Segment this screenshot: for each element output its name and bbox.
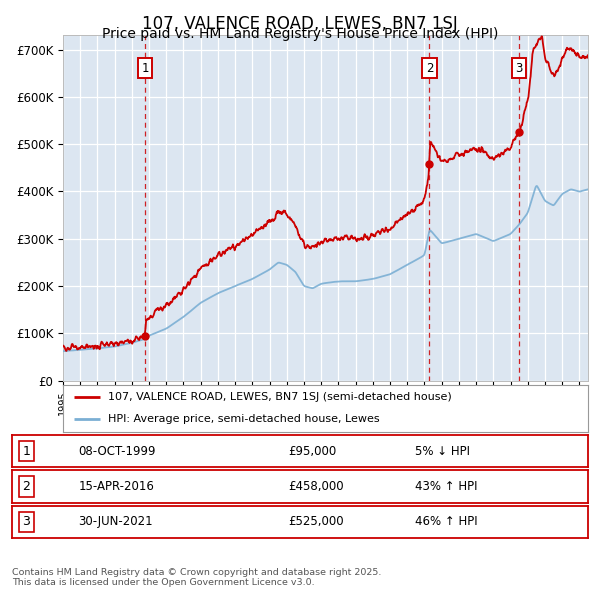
Text: 107, VALENCE ROAD, LEWES, BN7 1SJ: 107, VALENCE ROAD, LEWES, BN7 1SJ [142, 15, 458, 33]
Text: 5% ↓ HPI: 5% ↓ HPI [415, 444, 470, 458]
Text: 3: 3 [22, 515, 31, 529]
Text: 1: 1 [22, 444, 31, 458]
Text: 107, VALENCE ROAD, LEWES, BN7 1SJ (semi-detached house): 107, VALENCE ROAD, LEWES, BN7 1SJ (semi-… [107, 392, 451, 402]
Text: Contains HM Land Registry data © Crown copyright and database right 2025.
This d: Contains HM Land Registry data © Crown c… [12, 568, 382, 587]
Text: 08-OCT-1999: 08-OCT-1999 [78, 444, 156, 458]
Text: 3: 3 [515, 62, 523, 75]
Text: £95,000: £95,000 [289, 444, 337, 458]
Text: 30-JUN-2021: 30-JUN-2021 [78, 515, 153, 529]
Text: £525,000: £525,000 [289, 515, 344, 529]
Text: 46% ↑ HPI: 46% ↑ HPI [415, 515, 478, 529]
Text: HPI: Average price, semi-detached house, Lewes: HPI: Average price, semi-detached house,… [107, 414, 379, 424]
Text: 43% ↑ HPI: 43% ↑ HPI [415, 480, 478, 493]
Text: 1: 1 [142, 62, 149, 75]
Text: 2: 2 [22, 480, 31, 493]
Text: Price paid vs. HM Land Registry's House Price Index (HPI): Price paid vs. HM Land Registry's House … [102, 27, 498, 41]
Text: £458,000: £458,000 [289, 480, 344, 493]
Text: 2: 2 [426, 62, 433, 75]
Text: 15-APR-2016: 15-APR-2016 [78, 480, 154, 493]
